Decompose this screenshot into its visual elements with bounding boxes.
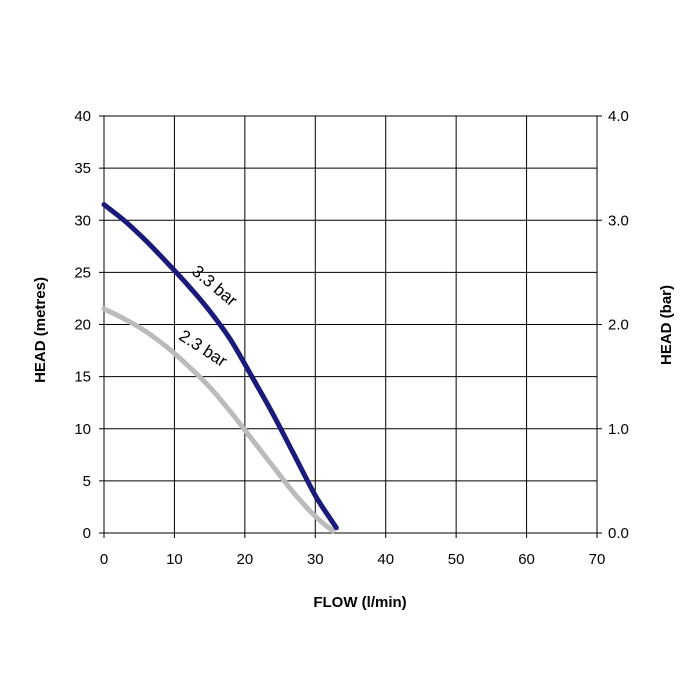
x-tick-label: 40 bbox=[377, 551, 394, 568]
y-tick-label: 35 bbox=[74, 160, 91, 177]
x-tick-label: 10 bbox=[166, 551, 183, 568]
x-tick-label: 70 bbox=[589, 551, 606, 568]
y2-tick-labels: 0.0 1.0 2.0 3.0 4.0 bbox=[597, 108, 629, 542]
x-tick-label: 30 bbox=[307, 551, 324, 568]
x-tick-label: 60 bbox=[518, 551, 535, 568]
x-tick-labels: 0 10 20 30 40 50 60 70 bbox=[100, 533, 606, 568]
y2-tick-label: 4.0 bbox=[608, 108, 629, 125]
grid bbox=[103, 115, 598, 534]
y2-tick-label: 3.0 bbox=[608, 212, 629, 229]
y2-tick-label: 0.0 bbox=[608, 525, 629, 542]
y-tick-label: 10 bbox=[74, 421, 91, 438]
y-tick-labels: 0 5 10 15 20 25 30 35 40 bbox=[74, 108, 104, 542]
y-tick-label: 20 bbox=[74, 317, 91, 334]
y2-axis-title: HEAD (bar) bbox=[658, 285, 675, 365]
series-line-3-3-bar bbox=[101, 202, 339, 531]
y2-tick-label: 2.0 bbox=[608, 317, 629, 334]
y-tick-label: 0 bbox=[83, 525, 91, 542]
y-axis-title: HEAD (metres) bbox=[32, 277, 49, 383]
curve-label-3-3-bar: 3.3 bar bbox=[188, 261, 241, 310]
y-tick-label: 25 bbox=[74, 264, 91, 281]
x-tick-label: 0 bbox=[100, 551, 108, 568]
x-tick-label: 50 bbox=[448, 551, 465, 568]
y-tick-label: 30 bbox=[74, 212, 91, 229]
y-tick-label: 15 bbox=[74, 369, 91, 386]
y2-tick-label: 1.0 bbox=[608, 421, 629, 438]
x-axis-title: FLOW (l/min) bbox=[313, 594, 406, 611]
series-line-2-3-bar bbox=[101, 306, 336, 534]
series-lines bbox=[101, 202, 339, 534]
y-tick-label: 5 bbox=[83, 473, 91, 490]
x-tick-label: 20 bbox=[237, 551, 254, 568]
y-tick-label: 40 bbox=[74, 108, 91, 125]
